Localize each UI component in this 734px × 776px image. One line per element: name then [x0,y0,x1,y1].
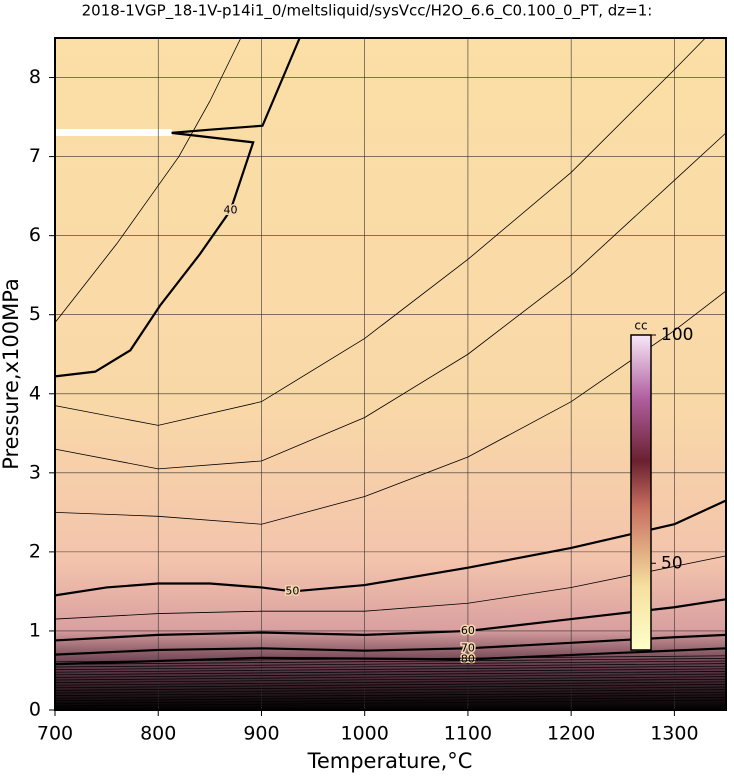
y-axis-label: Pressure,x100MPa [0,278,23,470]
dense-contour [54,684,727,691]
contour-line [54,633,727,656]
contour-label: 60 [461,624,475,637]
x-tick-label: 1200 [547,723,595,745]
colorbar-tick-label: 50 [661,553,683,573]
y-tick-label: 3 [29,461,41,483]
dense-contour [54,655,727,663]
y-tick-label: 1 [29,619,41,641]
dense-contour [54,681,727,689]
y-tick-label: 4 [29,382,41,404]
x-tick-label: 1000 [341,723,389,745]
contour-label: 70 [461,641,475,654]
contour-line [54,132,727,470]
no-data-strip [55,129,172,136]
dense-contour [54,678,727,686]
y-tick-label: 8 [29,66,41,88]
contour-label: 40 [223,203,237,216]
dense-contour [54,691,727,699]
plot-frame [54,37,727,711]
x-tick-label: 1100 [444,723,492,745]
dense-contour [54,658,727,665]
dense-contour [54,663,727,670]
dense-contour [54,665,727,673]
colorbar [630,334,652,651]
y-tick-label: 6 [29,224,41,246]
dense-contour [54,671,727,678]
x-tick-label: 800 [140,723,176,745]
contour-line [54,37,301,378]
contour-line [54,290,727,525]
dense-contour [54,660,727,668]
contour-line [54,37,242,323]
colorbar-label: cc [634,319,647,333]
contour-line [54,499,727,597]
dense-contour [54,668,727,676]
y-tick-label: 5 [29,303,41,325]
x-tick-label: 700 [37,723,73,745]
dense-contour [54,689,727,696]
dense-contour [54,686,727,694]
dense-contour [54,676,727,683]
contour-line [54,598,727,642]
dense-contour [54,697,727,704]
contour-line [54,555,727,620]
y-tick-label: 2 [29,540,41,562]
plot-background [55,38,726,710]
contour-line [54,37,706,426]
contour-label: 80 [461,652,475,665]
chart-title: 2018-1VGP_18-1V-p14i1_0/meltsliquid/sysV… [82,2,653,21]
y-tick-label: 0 [29,699,41,721]
contour-label: 50 [285,584,299,597]
x-tick-label: 900 [243,723,279,745]
colorbar-tick-label: 100 [661,325,693,345]
x-axis-label: Temperature,°C [307,749,473,773]
dense-contour [54,699,727,707]
y-tick-label: 7 [29,145,41,167]
dense-contour [54,694,727,702]
x-tick-label: 1300 [650,723,698,745]
dense-contour [54,673,727,681]
